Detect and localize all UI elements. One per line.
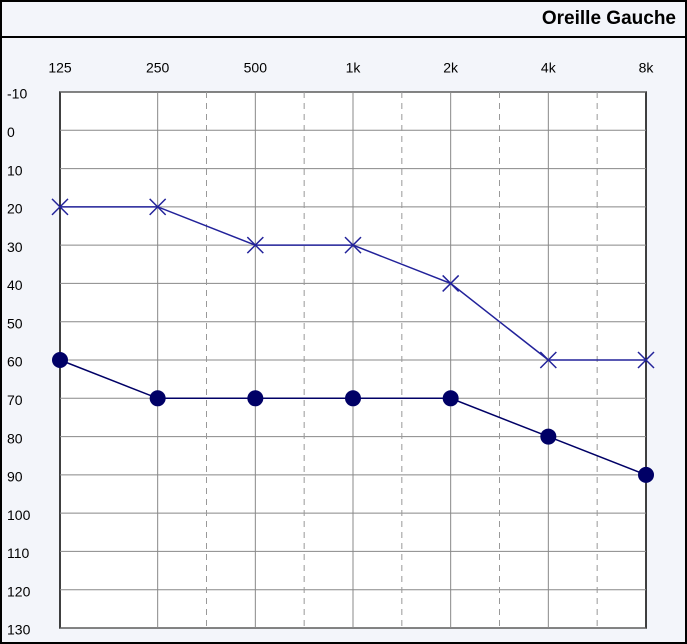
y-tick-label: -10	[7, 86, 27, 102]
y-tick-label: 0	[7, 124, 15, 140]
y-tick-label: 20	[7, 201, 23, 217]
y-tick-label: 50	[7, 315, 23, 331]
circle-marker	[149, 390, 166, 407]
y-tick-label: 40	[7, 277, 23, 293]
x-tick-label: 250	[146, 60, 170, 76]
x-tick-label: 8k	[639, 60, 655, 76]
y-tick-label: 100	[7, 507, 31, 523]
circle-marker	[345, 390, 361, 407]
x-marker	[51, 198, 69, 216]
x-tick-label: 2k	[443, 60, 459, 76]
circle-marker	[540, 428, 557, 445]
y-tick-label: 70	[7, 392, 23, 408]
y-tick-label: 130	[7, 622, 31, 638]
x-marker	[637, 351, 655, 369]
x-marker	[344, 236, 362, 254]
x-tick-label: 125	[48, 60, 72, 76]
x-tick-label: 1k	[346, 60, 362, 76]
circle-marker	[638, 466, 654, 483]
y-tick-label: 110	[7, 545, 30, 561]
chart-title: Oreille Gauche	[542, 8, 676, 29]
y-tick-label: 60	[7, 354, 23, 370]
x-marker	[539, 351, 557, 369]
x-tick-label: 500	[244, 60, 268, 76]
y-tick-label: 80	[7, 430, 23, 446]
x-marker	[442, 274, 460, 292]
y-tick-label: 120	[7, 583, 31, 599]
circle-marker	[247, 390, 264, 407]
y-tick-label: 10	[7, 162, 23, 178]
circle-marker	[52, 352, 68, 368]
circle-marker	[442, 390, 459, 407]
x-marker	[149, 198, 167, 216]
y-tick-label: 90	[7, 469, 23, 485]
y-tick-label: 30	[7, 239, 23, 255]
x-tick-label: 4k	[541, 60, 557, 76]
x-marker	[246, 236, 264, 254]
